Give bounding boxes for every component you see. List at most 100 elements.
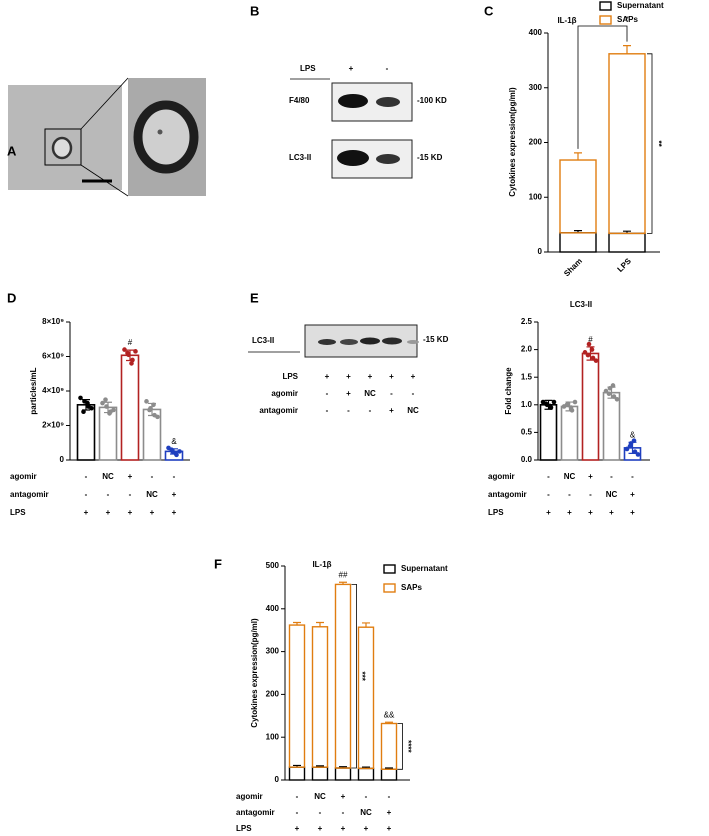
condition-value: + — [128, 472, 133, 481]
condition-value: + — [318, 824, 323, 833]
bracket — [577, 25, 628, 149]
chart-title: LC3-II — [570, 300, 592, 309]
data-point — [564, 402, 570, 408]
blot-size: -100 KD — [417, 96, 447, 105]
condition-value: - — [85, 490, 88, 499]
error-bar — [362, 622, 370, 628]
condition-name: antagomir — [236, 808, 275, 817]
condition-name: LPS — [488, 508, 504, 517]
data-point — [100, 400, 105, 406]
y-tick-label: 0.0 — [521, 455, 533, 464]
condition-value: + — [341, 792, 346, 801]
condition-value: - — [85, 472, 88, 481]
significance: # — [588, 335, 593, 344]
condition-value: - — [369, 406, 372, 415]
bracket — [647, 53, 653, 234]
chart-title: IL-1β — [557, 16, 576, 25]
condition-value: + — [346, 372, 351, 381]
significance: & — [630, 430, 636, 439]
data-point — [572, 399, 578, 405]
y-tick-label: 100 — [529, 192, 543, 201]
condition-value: - — [631, 472, 634, 481]
data-point — [144, 399, 149, 404]
y-tick-label: 0 — [538, 247, 543, 256]
y-tick-label: 2×10⁹ — [42, 421, 64, 430]
error-bar — [565, 401, 574, 412]
error-bar — [126, 349, 134, 362]
blot-size: -15 KD — [423, 335, 449, 344]
condition-value: + — [387, 824, 392, 833]
y-axis-label: Fold change — [504, 367, 513, 415]
condition-name: antagomir — [488, 490, 527, 499]
data-point — [155, 414, 160, 420]
bar-segment — [311, 766, 329, 781]
significance: # — [128, 338, 133, 347]
condition-value: + — [150, 508, 155, 517]
condition-value: - — [173, 472, 176, 481]
annotation: ** — [654, 140, 663, 147]
data-point — [111, 407, 116, 413]
data-point — [133, 349, 138, 354]
data-point — [582, 350, 588, 355]
legend-label: Supernatant — [401, 564, 448, 573]
legend-swatch — [599, 15, 612, 25]
condition-value: - — [589, 490, 592, 499]
bar — [98, 406, 118, 461]
condition-value: NC — [314, 792, 326, 801]
y-tick-label: 1.5 — [521, 372, 533, 381]
blot-size: -15 KD — [417, 153, 443, 162]
error-bar — [586, 346, 595, 361]
y-tick-label: 4×10⁹ — [42, 386, 64, 395]
y-tick-label: 0 — [275, 775, 280, 784]
panel-label: D — [7, 290, 16, 305]
data-point — [543, 401, 549, 406]
legend-label: Supernatant — [617, 1, 664, 10]
condition-value: - — [319, 808, 322, 817]
legend-swatch — [383, 564, 396, 574]
condition-value: - — [342, 808, 345, 817]
data-point — [169, 447, 174, 452]
condition-value: - — [129, 490, 132, 499]
condition-value: + — [588, 508, 593, 517]
y-tick-label: 1.0 — [521, 400, 533, 409]
condition-value: NC — [146, 490, 158, 499]
error-bar — [628, 441, 637, 454]
data-point — [593, 358, 599, 363]
data-point — [551, 399, 557, 405]
bar — [581, 352, 600, 461]
condition-value: - — [610, 472, 613, 481]
error-bar — [339, 581, 347, 585]
condition-value: + — [172, 490, 177, 499]
condition-value: + — [325, 372, 330, 381]
error-bar — [574, 152, 582, 161]
error-bar — [170, 448, 178, 455]
y-tick-label: 200 — [266, 690, 280, 699]
condition-value: - — [151, 472, 154, 481]
condition-value: NC — [364, 389, 376, 398]
lane-label: + — [349, 64, 354, 73]
condition-name: agomir — [488, 472, 515, 481]
panel-label: F — [214, 556, 222, 571]
y-tick-label: 0 — [60, 455, 65, 464]
bar — [120, 354, 140, 461]
condition-value: + — [84, 508, 89, 517]
y-tick-label: 400 — [529, 28, 543, 37]
bracket-label: *** — [357, 672, 366, 682]
blot-b — [290, 78, 413, 179]
significance: && — [384, 710, 395, 719]
y-tick-label: 500 — [266, 561, 280, 570]
bar — [76, 403, 96, 461]
error-bar — [148, 402, 156, 417]
y-tick-label: 0.5 — [521, 428, 533, 437]
condition-value: + — [368, 372, 373, 381]
condition-value: + — [411, 372, 416, 381]
error-bar — [104, 401, 112, 414]
data-point — [147, 407, 152, 413]
error-bar — [385, 721, 393, 724]
data-point — [603, 388, 609, 394]
condition-value: + — [172, 508, 177, 517]
condition-value: + — [630, 490, 635, 499]
condition-value: + — [364, 824, 369, 833]
y-tick-label: 300 — [529, 83, 543, 92]
blot-header: LPS — [300, 64, 316, 73]
